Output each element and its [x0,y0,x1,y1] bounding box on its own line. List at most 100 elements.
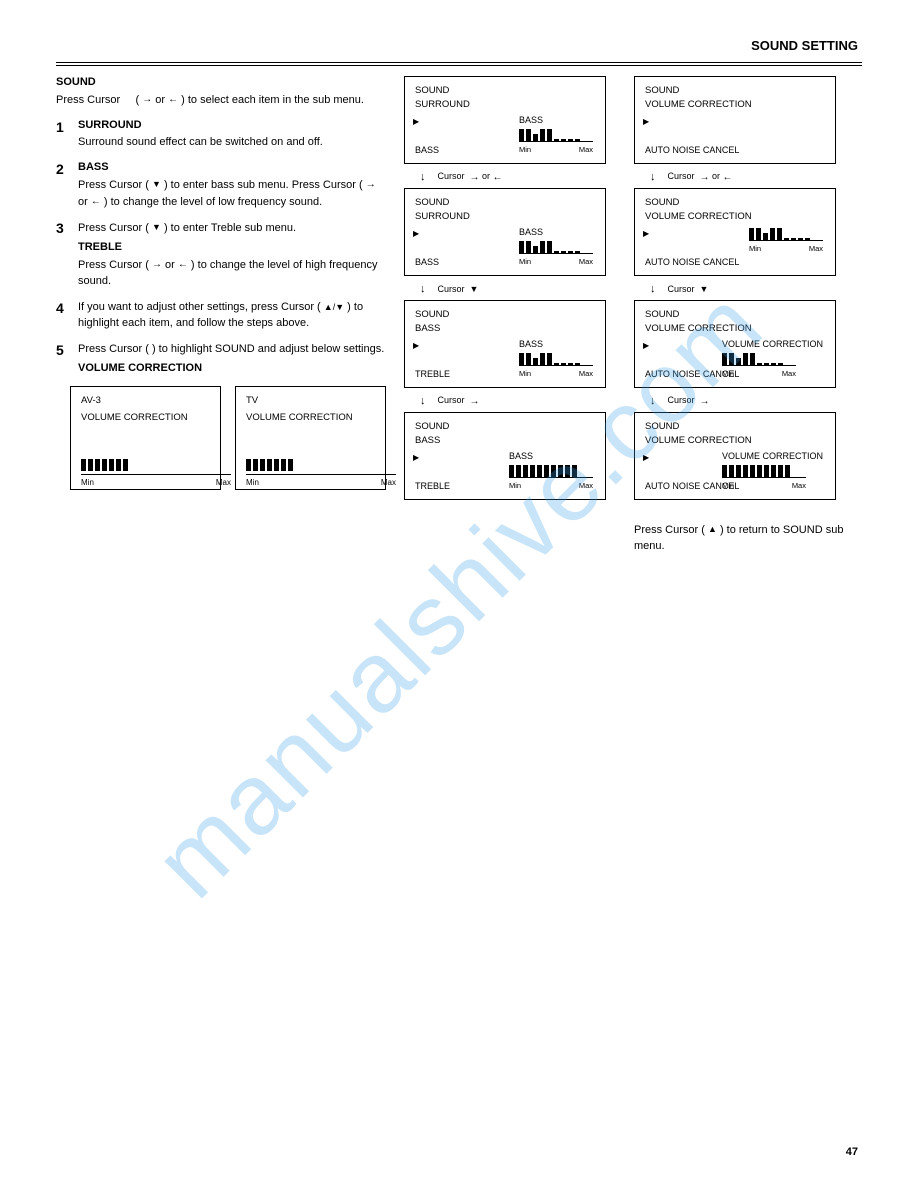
max-label: Max [809,244,823,254]
play-cursor-icon: ▶ [643,453,649,463]
display-box: SOUND VOLUME CORRECTION ▶ VOLUME CORRECT… [634,300,836,388]
max-label: Max [579,257,593,267]
box-line: VOLUME CORRECTION [645,323,825,335]
box-title: SOUND [645,85,825,97]
box-row: SOUND BASS ▶ BASS MinMax TREBLE SOUND VO… [404,412,862,500]
box-source: AV-3 [81,395,210,406]
bar-label: BASS [509,451,593,463]
box-row: SOUND SURROUND ▶ BASS MinMax BASS SOUND … [404,76,862,164]
sound-heading: SOUND [56,76,386,88]
bar-label: BASS [519,115,593,127]
triangle-updown-icon [324,301,344,313]
box-title: SOUND [645,309,825,321]
box-title: SOUND [415,309,595,321]
connector-row: Cursor Cursor [404,390,862,412]
treble-text: Press Cursor ( or ) to change the level … [78,257,386,290]
display-box: SOUND BASS ▶ BASS Min Max TREBLE [404,300,606,388]
max-label: Max [792,481,806,491]
box-title: SOUND [415,85,595,97]
down-arrow-icon [420,171,426,183]
step-number: 3 [56,220,70,290]
arrow-left-icon [178,257,188,273]
conn-label: Cursor [438,284,479,295]
box-setting: VOLUME CORRECTION [81,412,210,423]
surround-text: Surround sound effect can be switched on… [78,135,386,151]
page-header-title: SOUND SETTING [751,38,858,53]
box-bottom-line: AUTO NOISE CANCEL [645,145,739,157]
volcorr-heading: VOLUME CORRECTION [78,362,386,374]
conn-label: Cursor [438,395,480,406]
min-label: Min [246,478,259,487]
display-box-tv: TV VOLUME CORRECTION MinMax [235,386,386,490]
box-bottom-line: BASS [415,257,439,269]
box-line: VOLUME CORRECTION [645,99,825,111]
bar-label: VOLUME CORRECTION [722,451,823,463]
arrow-right-icon [142,92,152,108]
conn-label: Cursor or [668,171,733,182]
arrow-left-icon [91,194,101,210]
surround-heading: SURROUND [78,119,386,131]
box-title: SOUND [415,197,595,209]
right-column: SOUND SURROUND ▶ BASS Min Max BASS SOUND … [404,76,862,555]
header-rule [56,62,862,66]
step-2: 2 BASS Press Cursor ( ) to enter bass su… [56,161,386,211]
bass-text: Press Cursor ( ) to enter bass sub menu.… [78,177,386,211]
arrow-right-icon [366,177,376,193]
box-source: TV [246,395,375,406]
box-title: SOUND [645,421,825,433]
conn-label: Cursor [668,395,710,406]
triangle-up-icon [708,522,717,538]
max-label: Max [381,478,396,487]
step4-text: If you want to adjust other settings, pr… [78,300,386,332]
bottom-example-row: AV-3 VOLUME CORRECTION Min Max TV VOLUME … [70,386,386,490]
box-line: SURROUND [415,211,595,223]
min-label: Min [509,481,521,491]
triangle-down-icon [152,177,161,193]
display-box: SOUND VOLUME CORRECTION ▶ AUTO NOISE CAN… [634,76,836,164]
box-line: BASS [415,323,595,335]
max-label: Max [579,369,593,379]
box-setting: VOLUME CORRECTION [246,412,375,423]
down-arrow-icon [420,395,426,407]
down-arrow-icon [650,283,656,295]
sound-intro: Press Cursor ( or ) to select each item … [56,92,386,109]
display-box: SOUND BASS ▶ BASS MinMax TREBLE [404,412,606,500]
bar-label: BASS [519,339,593,351]
min-label: Min [519,257,531,267]
bar-label: VOLUME CORRECTION [722,339,823,351]
step-4: 4 If you want to adjust other settings, … [56,300,386,332]
box-bottom-line: TREBLE [415,369,450,381]
box-line: VOLUME CORRECTION [645,211,825,223]
down-arrow-icon [420,283,426,295]
play-cursor-icon: ▶ [413,341,419,351]
box-row: SOUND SURROUND ▶ BASS Min Max BASS SOUND … [404,188,862,276]
box-title: SOUND [645,197,825,209]
min-label: Min [749,244,761,254]
display-box: SOUND SURROUND ▶ BASS MinMax BASS [404,76,606,164]
page-number: 47 [846,1146,858,1158]
display-box: SOUND VOLUME CORRECTION ▶ MinMax AUTO NO… [634,188,836,276]
min-label: Min [519,369,531,379]
bar-label: BASS [519,227,593,239]
box-title: SOUND [415,421,595,433]
display-box: SOUND SURROUND ▶ BASS Min Max BASS [404,188,606,276]
step-number: 1 [56,119,70,151]
box-bottom-line: BASS [415,145,439,157]
max-label: Max [216,478,231,487]
step-number: 5 [56,342,70,378]
min-label: Min [81,478,94,487]
conn-label: Cursor or [438,171,503,182]
box-bottom-line: AUTO NOISE CANCEL [645,257,739,269]
connector-row: Cursor or Cursor or [404,166,862,188]
box-row: SOUND BASS ▶ BASS Min Max TREBLE SOUND VO… [404,300,862,388]
step-5: 5 Press Cursor ( ) to highlight SOUND an… [56,342,386,378]
max-label: Max [782,369,796,379]
play-cursor-icon: ▶ [413,229,419,239]
treble-enter: Press Cursor ( ) to enter Treble sub men… [78,220,386,237]
arrow-right-icon [152,257,162,273]
triangle-down-icon [152,220,161,236]
left-column: SOUND Press Cursor ( or ) to select each… [56,76,386,555]
connector-row: Cursor Cursor [404,278,862,300]
box-bottom-line: TREBLE [415,481,450,493]
play-cursor-icon: ▶ [413,117,419,127]
